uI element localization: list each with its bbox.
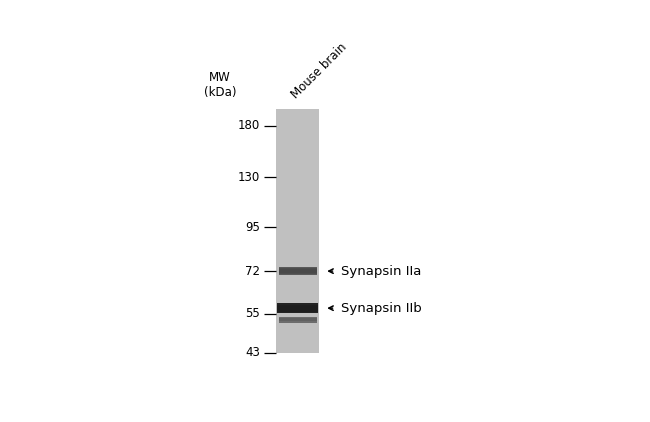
Text: Mouse brain: Mouse brain (289, 41, 349, 101)
Text: Synapsin IIa: Synapsin IIa (341, 265, 422, 278)
Bar (279, 267, 317, 275)
Text: 95: 95 (245, 221, 260, 234)
Text: 43: 43 (245, 346, 260, 360)
Text: 180: 180 (238, 119, 260, 133)
Bar (278, 306, 318, 310)
Bar (278, 303, 318, 313)
Text: MW
(kDa): MW (kDa) (203, 71, 236, 99)
Bar (279, 268, 317, 274)
Bar (278, 305, 318, 311)
Text: 55: 55 (245, 307, 260, 320)
Bar (276, 109, 319, 353)
Bar (279, 270, 317, 273)
Bar (279, 317, 317, 322)
Text: Synapsin IIb: Synapsin IIb (341, 302, 422, 315)
Text: 130: 130 (238, 171, 260, 184)
Bar (279, 318, 317, 322)
Text: 72: 72 (245, 265, 260, 278)
